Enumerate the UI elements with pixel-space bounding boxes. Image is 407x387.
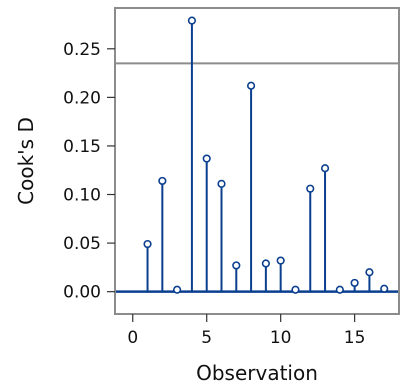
y-tick-label-4: 0.20 — [63, 88, 101, 108]
stem-marker-13 — [320, 164, 330, 173]
stem-marker-5 — [202, 154, 211, 163]
stem-series — [115, 16, 399, 294]
x-axis-label: Observation — [196, 361, 318, 385]
stem-marker-17 — [380, 284, 389, 293]
stem-marker-1 — [143, 239, 152, 249]
y-tick-label-2: 0.10 — [63, 186, 101, 206]
x-tick-label-10: 10 — [270, 328, 292, 348]
stem-marker-4 — [187, 16, 197, 25]
y-tick-label-5: 0.25 — [63, 40, 101, 60]
x-tick-label-15: 15 — [344, 328, 366, 348]
plot-frame — [114, 7, 400, 315]
y-axis-label: Cook's D — [14, 117, 38, 205]
x-tick-label-0: 0 — [127, 328, 138, 348]
y-tick-label-1: 0.05 — [63, 234, 101, 254]
stem-marker-11 — [291, 285, 300, 294]
stem-marker-6 — [217, 179, 226, 188]
stem-marker-8 — [246, 81, 256, 90]
stem-marker-2 — [158, 176, 167, 186]
x-tick-label-5: 5 — [201, 328, 212, 348]
stem-marker-3 — [173, 285, 182, 294]
stem-marker-12 — [306, 184, 315, 193]
stem-marker-14 — [335, 285, 344, 294]
stem-marker-9 — [261, 259, 270, 268]
y-axis: 0.00 0.05 0.10 0.15 0.20 0.25 — [63, 40, 115, 303]
stem-marker-16 — [365, 268, 374, 277]
y-tick-label-3: 0.15 — [63, 137, 101, 157]
stem-marker-10 — [276, 256, 285, 265]
stem-marker-7 — [232, 261, 241, 270]
stem-marker-15 — [350, 278, 359, 288]
x-axis: 0 5 10 15 — [127, 314, 365, 348]
y-tick-label-0: 0.00 — [63, 283, 101, 303]
